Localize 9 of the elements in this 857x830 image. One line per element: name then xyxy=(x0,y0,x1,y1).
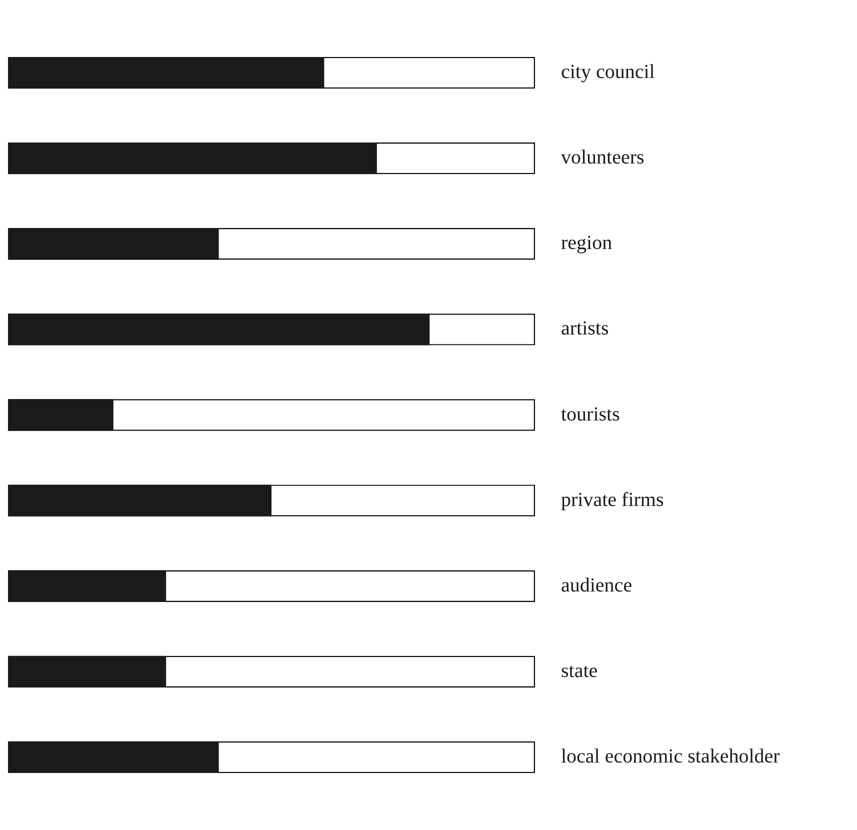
y-tick-label: local economic stakeholder xyxy=(561,745,780,768)
y-tick-label: audience xyxy=(561,574,632,596)
y-tick-label: artists xyxy=(561,318,609,340)
y-tick-label: private firms xyxy=(561,488,664,511)
y-tick-label: city council xyxy=(561,61,656,84)
y-tick-label: state xyxy=(561,660,598,682)
y-tick-label: region xyxy=(561,232,612,254)
y-tick-label: volunteers xyxy=(561,146,645,169)
y-tick-label: tourists xyxy=(561,403,620,426)
